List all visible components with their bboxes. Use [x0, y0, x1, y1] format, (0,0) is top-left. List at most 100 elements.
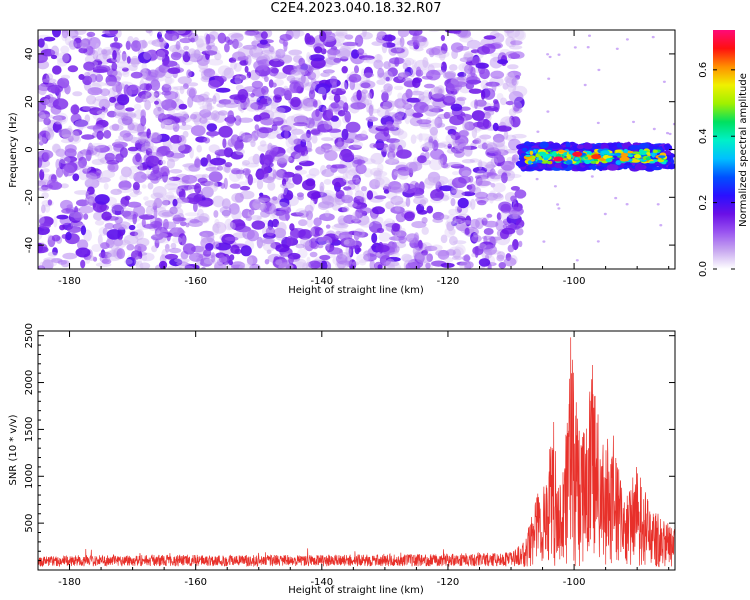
- spectrogram-noise-blob: [458, 166, 472, 177]
- spectrogram-noise-blob: [86, 31, 96, 37]
- spectrogram-noise-blob: [447, 143, 452, 149]
- spectrogram-noise-blob: [47, 234, 53, 241]
- spectrogram-noise-blob: [471, 234, 482, 243]
- spectrogram-peak: [553, 156, 564, 162]
- spectrogram-noise-blob: [419, 199, 427, 207]
- spectrogram-noise-blob: [342, 41, 359, 47]
- spectrogram-noise-blob: [120, 166, 132, 178]
- spectrogram-noise-blob: [298, 219, 308, 227]
- spectrogram-noise-blob: [327, 262, 332, 269]
- spectrogram-noise-blob: [317, 201, 330, 211]
- spectrogram-noise-blob: [160, 165, 170, 176]
- spectrogram-noise-blob: [380, 100, 393, 110]
- spectrogram-noise-blob: [96, 110, 108, 116]
- spectrogram-noise-blob: [450, 131, 461, 141]
- spectrogram-peak: [591, 154, 602, 160]
- spectrogram-noise-blob: [369, 167, 383, 176]
- spectrogram-noise-blob: [249, 263, 261, 269]
- spectrogram-noise-blob: [510, 186, 520, 191]
- spectrogram-signal-blob: [652, 166, 662, 171]
- spectrogram-noise-blob: [198, 213, 210, 224]
- spectrogram-noise-blob: [281, 178, 287, 187]
- spectrogram-noise-blob: [161, 199, 171, 206]
- spectrogram-noise-blob: [261, 162, 269, 175]
- spectrogram-noise-blob: [129, 137, 141, 144]
- spectrogram-noise-blob: [135, 152, 142, 163]
- spectrogram-noise-blob: [387, 150, 396, 160]
- spectrogram-noise-blob: [438, 50, 446, 61]
- spectrogram-noise-blob: [152, 232, 168, 238]
- spectrogram-noise-blob: [402, 255, 416, 264]
- spectrogram-noise-blob: [412, 112, 424, 118]
- spectrogram-noise-blob: [213, 181, 218, 188]
- spectrogram-noise-blob: [263, 64, 268, 72]
- spectrogram-noise-blob: [134, 243, 147, 253]
- spectrogram-noise-blob: [477, 143, 494, 150]
- spectrogram-noise-blob: [356, 247, 362, 253]
- spectrogram-noise-blob: [133, 103, 142, 110]
- spectrogram-noise-blob: [299, 98, 313, 109]
- colorbar-label: Normalized spectral amplitude: [738, 73, 749, 227]
- spectrogram-noise-blob: [308, 260, 321, 269]
- spectrogram-noise-blob: [61, 32, 68, 42]
- spectrogram-noise-blob: [440, 214, 450, 220]
- spectrogram-noise-blob: [101, 258, 112, 265]
- spectrogram-noise-blob: [307, 71, 317, 80]
- spectrogram-noise-blob: [205, 51, 210, 60]
- spectrogram-noise-blob: [423, 105, 439, 117]
- spectrogram-noise-blob: [373, 216, 384, 224]
- spectrogram-noise-blob: [376, 54, 381, 63]
- spectrogram-noise-blob: [307, 190, 322, 200]
- spectrogram-noise-blob: [343, 186, 352, 191]
- spectrogram-noise-blob: [57, 260, 68, 265]
- spectrogram-noise-blob: [268, 45, 275, 53]
- spectrogram-noise-blob: [184, 212, 200, 217]
- spectrogram-noise-blob: [118, 180, 132, 191]
- spectrogram-noise-blob: [428, 62, 443, 68]
- spectrogram-noise-blob: [245, 102, 259, 112]
- spectrogram-noise-blob: [413, 101, 429, 113]
- spectrogram-noise-blob: [477, 161, 488, 167]
- spectrogram-noise-blob: [38, 186, 51, 192]
- spectrogram-noise-blob: [116, 248, 126, 260]
- spectrogram-noise-blob: [310, 68, 321, 80]
- spectrogram-noise-blob: [248, 209, 255, 216]
- spectrogram-noise-blob: [275, 153, 289, 164]
- spectrogram-noise-blob: [304, 204, 314, 215]
- spectrogram-noise-blob: [361, 57, 371, 63]
- spectrogram-noise-blob: [47, 251, 58, 257]
- spectrogram-noise-blob: [289, 223, 295, 231]
- spectrogram-noise-blob: [344, 34, 354, 40]
- spectrogram-noise-blob: [85, 171, 101, 180]
- spectrogram-noise-blob: [182, 243, 196, 255]
- spectrogram-noise-blob: [451, 220, 458, 226]
- spectrogram-speck: [614, 196, 618, 200]
- spectrogram-noise-blob: [260, 97, 269, 106]
- spectrogram-noise-blob: [385, 156, 399, 165]
- spectrogram-noise-blob: [251, 202, 259, 211]
- spectrogram-signal-blob: [658, 155, 666, 159]
- spectrogram-noise-blob: [156, 229, 161, 235]
- spectrogram-noise-blob: [280, 124, 292, 132]
- spectrogram-noise-blob: [340, 81, 348, 92]
- spectrogram-x-label: Height of straight line (km): [288, 285, 424, 296]
- spectrogram-noise-blob: [196, 38, 204, 48]
- spectrogram-peak: [572, 151, 583, 157]
- spectrogram-noise-blob: [258, 194, 271, 204]
- spectrogram-noise-blob: [494, 149, 509, 156]
- spectrogram-noise-blob: [38, 246, 49, 254]
- spectrogram-noise-blob: [311, 241, 319, 250]
- snr-x-tick-label: -100: [563, 577, 586, 588]
- spectrogram-noise-blob: [183, 45, 190, 51]
- spectrogram-noise-blob: [293, 60, 309, 73]
- spectrogram-noise-blob: [230, 61, 238, 70]
- spectrogram-noise-blob: [383, 61, 391, 70]
- spectrogram-speck: [596, 121, 600, 125]
- spectrogram-noise-blob: [52, 65, 62, 75]
- spectrogram-noise-blob: [322, 69, 335, 74]
- spectrogram-noise-blob: [52, 115, 66, 121]
- spectrogram-noise-blob: [469, 158, 480, 163]
- spectrogram-noise-blob: [50, 54, 58, 60]
- spectrogram-noise-blob: [356, 89, 362, 101]
